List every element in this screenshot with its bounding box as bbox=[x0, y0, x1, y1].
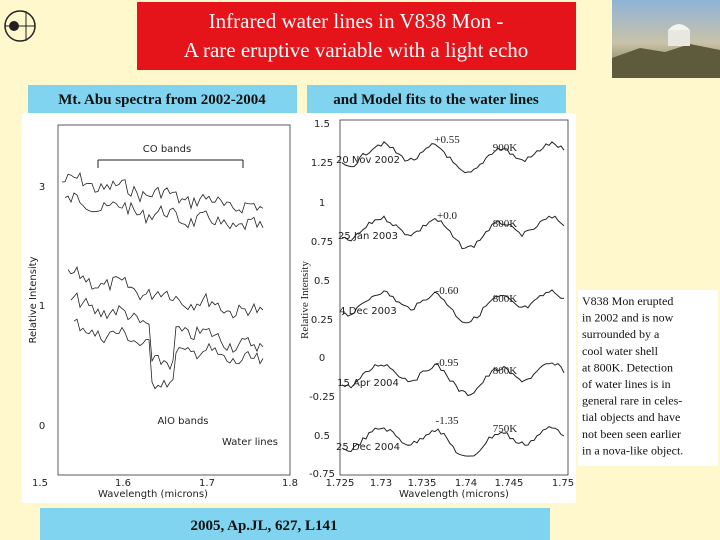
x-tick-label: 1.74 bbox=[455, 478, 477, 489]
date-label: 20 Nov 2002 bbox=[336, 155, 400, 166]
description-line: in 2002 and is now bbox=[582, 311, 674, 325]
spectrum-curve bbox=[341, 215, 565, 250]
left-panel-label: Mt. Abu spectra from 2002-2004 bbox=[58, 92, 266, 108]
y-tick-label: 1 bbox=[319, 198, 325, 209]
y-tick-label: 1.25 bbox=[311, 158, 333, 169]
date-label: 25 Jan 2003 bbox=[338, 231, 398, 242]
description-line: tial objects and have bbox=[582, 410, 680, 424]
x-axis-label: Wavelength (microns) bbox=[98, 489, 208, 500]
temperature-label: 800K bbox=[493, 218, 518, 230]
description-line: in a nova-like object. bbox=[582, 443, 683, 457]
y-tick-label: 0.5 bbox=[314, 431, 330, 442]
x-tick-label: 1.745 bbox=[495, 478, 524, 489]
right-frame bbox=[339, 119, 569, 476]
spectrum-curve bbox=[341, 289, 565, 324]
date-label: 25 Dec 2004 bbox=[336, 442, 400, 453]
offset-label: -1.35 bbox=[436, 415, 459, 427]
x-axis-label: Wavelength (microns) bbox=[399, 489, 509, 500]
y-tick-label: 0.25 bbox=[311, 315, 333, 326]
description-line: surrounded by a bbox=[582, 327, 660, 341]
y-tick-label: 0 bbox=[39, 421, 45, 432]
observatory-photo bbox=[612, 0, 720, 78]
description-line: general rare in celes- bbox=[582, 394, 682, 408]
date-label: 15 Apr 2004 bbox=[337, 378, 399, 389]
description-line: not been seen earlier bbox=[582, 427, 681, 441]
y-tick-label: 1.5 bbox=[314, 119, 330, 130]
spectrum-curve bbox=[70, 292, 264, 371]
description-box bbox=[578, 290, 718, 466]
annotation: Water lines bbox=[222, 437, 278, 448]
offset-label: -0.95 bbox=[436, 357, 459, 369]
x-tick-label: 1.8 bbox=[282, 478, 298, 489]
description-line: cool water shell bbox=[582, 344, 659, 358]
description-line: V838 Mon erupted bbox=[582, 294, 673, 308]
title: Infrared water lines in V838 Mon - bbox=[209, 9, 504, 33]
temperature-label: 750K bbox=[493, 423, 518, 435]
x-tick-label: 1.5 bbox=[32, 478, 48, 489]
citation-box bbox=[40, 508, 550, 540]
y-tick-label: 3 bbox=[39, 182, 45, 193]
right-panel-label: and Model fits to the water lines bbox=[333, 92, 539, 108]
spectrum-curve bbox=[341, 362, 565, 397]
spectrum-curve bbox=[67, 266, 264, 319]
right-ticks: 1.5 1.25 1 0.75 0.5 0.25 0 -0.25 0.5 -0.751.725 1.… bbox=[309, 119, 574, 489]
description: V838 Mon erupted in 2002 and is now surrou… bbox=[582, 294, 683, 457]
left-frame bbox=[57, 124, 291, 476]
spectrum-curve bbox=[341, 426, 565, 457]
x-tick-label: 1.735 bbox=[408, 478, 437, 489]
citation: 2005, Ap.JL, 627, L141 bbox=[190, 518, 337, 534]
y-tick-label: 0 bbox=[319, 353, 325, 364]
title-box bbox=[137, 2, 576, 70]
annotation: CO bands bbox=[143, 144, 191, 155]
label-box bbox=[307, 85, 566, 113]
y-axis-label: Relative Intensity bbox=[299, 261, 311, 339]
spectra bbox=[61, 141, 565, 457]
logo bbox=[4, 10, 36, 42]
offset-label: +0.0 bbox=[437, 210, 457, 222]
x-tick-label: 1.73 bbox=[370, 478, 392, 489]
spectrum-curve bbox=[341, 141, 565, 174]
spectrum-curve bbox=[64, 192, 264, 231]
x-tick-label: 1.725 bbox=[326, 478, 355, 489]
spectrum-curve bbox=[61, 172, 264, 214]
x-tick-label: 1.7 bbox=[199, 478, 215, 489]
offset-label: +0.55 bbox=[434, 134, 460, 146]
date-label: 4 Dec 2003 bbox=[339, 306, 397, 317]
x-tick-label: 1.75 bbox=[552, 478, 574, 489]
annotation: AlO bands bbox=[157, 416, 208, 427]
y-axis-label: Relative Intensity bbox=[28, 256, 39, 343]
temperature-label: 800K bbox=[493, 293, 518, 305]
right-plot bbox=[298, 113, 576, 503]
y-tick-label: -0.75 bbox=[309, 469, 335, 480]
y-tick-label: -0.25 bbox=[309, 392, 335, 403]
x-tick-label: 1.6 bbox=[115, 478, 131, 489]
title: A rare eruptive variable with a light ec… bbox=[184, 38, 529, 62]
label-box bbox=[28, 85, 297, 113]
y-tick-label: 1 bbox=[39, 301, 45, 312]
temperature-label: 800K bbox=[493, 365, 518, 377]
y-tick-label: 0.5 bbox=[314, 276, 330, 287]
spectrum-curve bbox=[73, 318, 264, 390]
description-line: at 800K. Detection bbox=[582, 360, 673, 374]
temperature-label: 900K bbox=[493, 142, 518, 154]
epoch-labels: +0.55 900K 20 Nov 2002 +0.0 800K 25 Jan 2003 -… bbox=[336, 134, 517, 453]
offset-label: -0.60 bbox=[436, 285, 459, 297]
description-line: of water lines is in bbox=[582, 377, 671, 391]
y-tick-label: 0.75 bbox=[311, 237, 333, 248]
